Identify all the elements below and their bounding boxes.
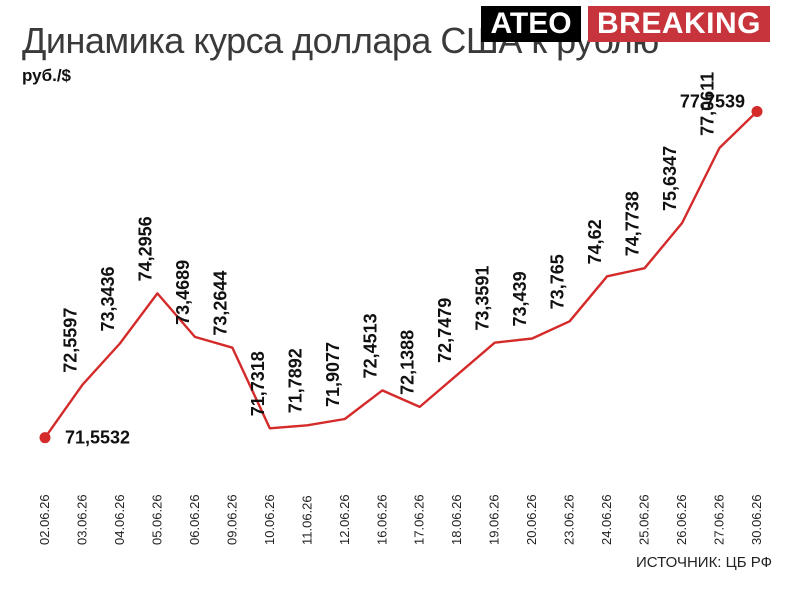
x-tick-label: 25.06.26	[637, 494, 652, 545]
x-tick-label: 10.06.26	[262, 494, 277, 545]
data-label: 77,7539	[680, 91, 745, 111]
x-tick-label: 05.06.26	[149, 494, 164, 545]
y-axis-unit: руб./$	[22, 66, 72, 85]
data-label: 72,4513	[360, 313, 380, 378]
x-tick-label: 30.06.26	[749, 494, 764, 545]
x-tick-label: 20.06.26	[524, 494, 539, 545]
x-tick-label: 18.06.26	[449, 494, 464, 545]
data-label: 71,7318	[248, 351, 268, 416]
data-label: 73,439	[510, 271, 530, 326]
x-tick-label: 19.06.26	[487, 494, 502, 545]
data-point-end	[751, 105, 763, 117]
data-label: 73,2644	[210, 271, 230, 336]
data-label: 74,7738	[623, 191, 643, 256]
series-line	[44, 110, 758, 439]
data-label: 72,1388	[398, 330, 418, 395]
x-tick-label: 24.06.26	[599, 494, 614, 545]
x-tick-label: 09.06.26	[224, 494, 239, 545]
x-tick-label: 02.06.26	[37, 494, 52, 545]
x-tick-label: 27.06.26	[712, 494, 727, 545]
breaking-badge: BREAKING	[588, 6, 770, 42]
data-label: 73,3591	[473, 266, 493, 331]
data-label: 71,7892	[285, 348, 305, 413]
x-tick-label: 17.06.26	[412, 494, 427, 545]
data-label: 72,7479	[435, 298, 455, 363]
data-label: 71,9077	[323, 342, 343, 407]
x-tick-label: 11.06.26	[299, 495, 314, 545]
data-label: 71,5532	[65, 428, 130, 448]
source-note: ИСТОЧНИК: ЦБ РФ	[636, 554, 772, 571]
data-label: 74,62	[585, 219, 605, 264]
data-label: 73,765	[548, 254, 568, 309]
ateo-logo-badge: ATEO	[481, 6, 581, 42]
data-point-start	[39, 432, 51, 444]
x-tick-label: 06.06.26	[187, 494, 202, 545]
x-tick-label: 03.06.26	[74, 494, 89, 545]
data-label: 72,5597	[60, 308, 80, 373]
x-tick-label: 12.06.26	[337, 494, 352, 545]
data-label: 73,4689	[173, 260, 193, 325]
data-label: 73,3436	[98, 266, 118, 331]
data-label: 75,6347	[660, 146, 680, 211]
x-tick-label: 23.06.26	[562, 494, 577, 545]
x-tick-label: 26.06.26	[674, 494, 689, 545]
x-tick-label: 04.06.26	[112, 494, 127, 545]
data-label: 77,0611	[698, 72, 718, 136]
data-label: 74,2956	[135, 216, 155, 281]
x-tick-label: 16.06.26	[374, 494, 389, 545]
